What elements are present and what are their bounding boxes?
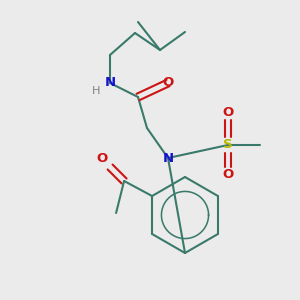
Text: O: O [222,169,234,182]
Text: O: O [222,106,234,118]
Text: O: O [162,76,174,89]
Text: H: H [92,86,100,96]
Text: O: O [97,152,108,166]
Text: N: N [104,76,116,89]
Text: N: N [162,152,174,164]
Text: S: S [223,139,233,152]
